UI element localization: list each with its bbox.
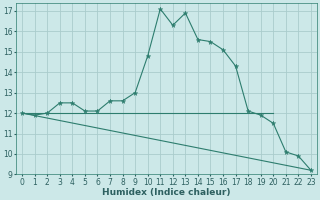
X-axis label: Humidex (Indice chaleur): Humidex (Indice chaleur) <box>102 188 231 197</box>
